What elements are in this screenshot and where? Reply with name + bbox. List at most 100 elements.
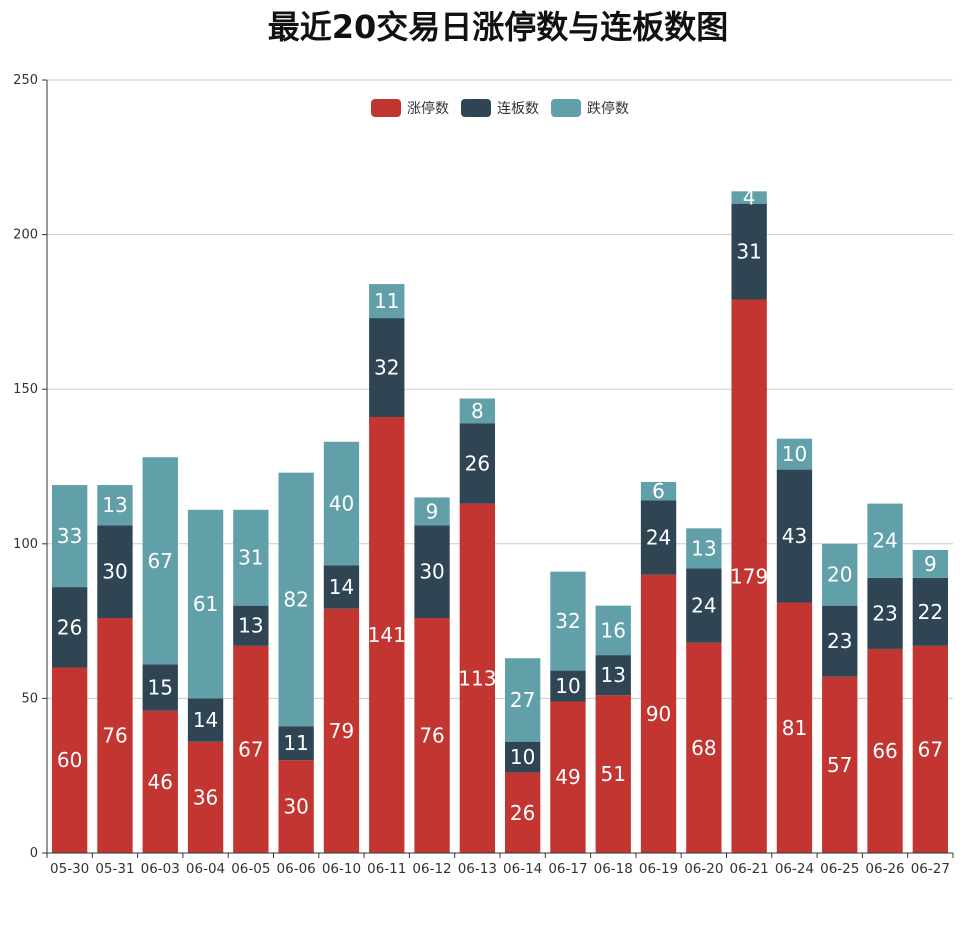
- bar-segment: [640, 574, 677, 853]
- bar-segment: [233, 509, 269, 606]
- x-tick-label: 05-30: [50, 861, 89, 877]
- y-tick-label: 150: [13, 382, 38, 397]
- bar-value-label: 31: [736, 240, 761, 264]
- x-tick-label: 06-05: [231, 861, 270, 877]
- bar-value-label: 20: [827, 563, 852, 587]
- legend-swatch: [551, 99, 581, 117]
- bar-segment: [51, 667, 88, 853]
- bar-value-label: 27: [510, 688, 535, 712]
- bar-segment: [595, 605, 631, 656]
- bar-segment: [822, 543, 858, 606]
- legend-label: 跌停数: [587, 100, 629, 117]
- bar-value-label: 81: [782, 716, 807, 740]
- y-tick-label: 50: [21, 691, 38, 706]
- y-tick-label: 250: [13, 73, 38, 88]
- legend-swatch: [461, 99, 491, 117]
- bar-value-label: 51: [601, 762, 626, 786]
- bar-value-label: 68: [691, 736, 716, 760]
- bar-value-label: 141: [368, 623, 406, 647]
- bar-value-label: 9: [426, 499, 439, 523]
- bar-value-label: 31: [238, 546, 263, 570]
- bar-value-label: 23: [872, 601, 897, 625]
- bar-value-label: 14: [193, 708, 218, 732]
- x-tick-label: 06-27: [911, 861, 950, 877]
- x-tick-label: 06-24: [775, 861, 814, 877]
- x-tick-label: 06-14: [503, 861, 542, 877]
- bar-value-label: 66: [872, 739, 897, 763]
- legend-label: 连板数: [497, 101, 539, 117]
- chart-title: 最近20交易日涨停数与连板数图: [268, 8, 729, 46]
- bar-segment: [595, 655, 631, 696]
- bar-segment: [822, 676, 858, 853]
- legend-item[interactable]: 跌停数: [551, 99, 629, 117]
- bar-value-label: 67: [918, 737, 943, 761]
- bar-value-label: 61: [193, 592, 218, 616]
- bar-value-label: 15: [148, 676, 173, 700]
- bar-segment: [640, 481, 677, 501]
- bar-value-label: 179: [730, 564, 768, 588]
- legend-item[interactable]: 连板数: [461, 99, 539, 117]
- bar-segment: [323, 441, 360, 566]
- x-tick-label: 06-20: [684, 861, 723, 877]
- x-tick-label: 06-11: [367, 861, 406, 877]
- bar-value-label: 67: [238, 737, 263, 761]
- bars: [51, 191, 949, 854]
- legend-item[interactable]: 涨停数: [371, 99, 449, 117]
- x-tick-label: 06-12: [412, 861, 451, 877]
- bar-value-label: 82: [283, 587, 308, 611]
- x-tick-label: 06-06: [277, 861, 316, 877]
- bar-value-label: 24: [691, 594, 716, 618]
- bar-value-label: 23: [827, 629, 852, 653]
- bar-value-label: 49: [555, 765, 580, 789]
- bar-value-label: 30: [283, 795, 308, 819]
- x-tick-label: 06-13: [458, 861, 497, 877]
- bar-segment: [776, 469, 813, 603]
- bar-segment: [142, 457, 178, 665]
- bar-value-label: 113: [458, 666, 496, 690]
- bar-segment: [776, 602, 813, 853]
- x-tick-label: 05-31: [95, 861, 134, 877]
- bar-value-label: 13: [691, 536, 716, 560]
- bar-segment: [686, 568, 722, 643]
- axes: 0 50 100 150 200 250 05-30 05-31 06-03 06-04 06-05…: [13, 73, 954, 877]
- bar-value-label: 13: [238, 614, 263, 638]
- bar-segment: [867, 577, 903, 649]
- bar-value-label: 57: [827, 753, 852, 777]
- bar-value-label: 30: [102, 560, 127, 584]
- bar-segment: [369, 417, 405, 853]
- bar-segment: [595, 695, 631, 853]
- y-tick-label: 0: [30, 846, 38, 861]
- x-tick-label: 06-03: [141, 861, 180, 877]
- bar-value-label: 9: [924, 552, 937, 576]
- bar-value-label: 60: [57, 748, 82, 772]
- x-tick-label: 06-17: [548, 861, 587, 877]
- bar-value-label: 10: [555, 674, 580, 698]
- bar-segment: [97, 485, 133, 526]
- bar-value-label: 26: [57, 615, 82, 639]
- bar-segment: [459, 423, 496, 504]
- bar-segment: [51, 587, 88, 668]
- bar-value-label: 10: [510, 745, 535, 769]
- bar-value-label: 32: [374, 356, 399, 380]
- bar-value-label: 40: [329, 492, 354, 516]
- legend-label: 涨停数: [407, 100, 449, 117]
- y-tick-label: 200: [13, 228, 38, 243]
- bar-value-label: 43: [782, 524, 807, 548]
- bar-value-label: 79: [329, 719, 354, 743]
- bar-segment: [414, 618, 450, 853]
- bar-segment: [414, 525, 450, 619]
- bar-segment: [686, 642, 722, 853]
- bar-segment: [867, 648, 903, 853]
- legend-swatch: [371, 99, 401, 117]
- bar-segment: [187, 741, 224, 853]
- bar-value-label: 4: [743, 185, 756, 209]
- bar-segment: [278, 726, 314, 761]
- bar-value-label: 30: [419, 560, 444, 584]
- bar-segment: [142, 710, 178, 853]
- bar-value-label: 46: [148, 770, 173, 794]
- bar-segment: [323, 608, 360, 853]
- bar-segment: [912, 577, 949, 646]
- bar-segment: [459, 398, 496, 424]
- bar-segment: [776, 438, 813, 470]
